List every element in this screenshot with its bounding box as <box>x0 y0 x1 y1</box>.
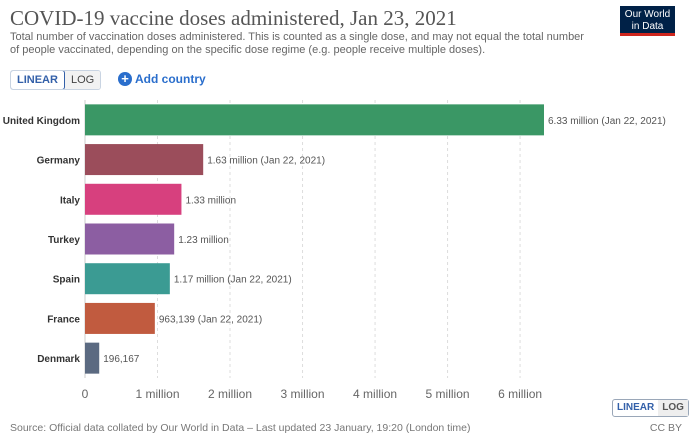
bar <box>85 223 175 255</box>
add-country-label: Add country <box>135 72 206 86</box>
subtitle-line-2: of people vaccinated, depending on the s… <box>10 44 486 56</box>
mini-linear-button[interactable]: LINEAR <box>617 402 655 413</box>
bar <box>85 342 100 374</box>
category-label: Denmark <box>37 354 80 365</box>
category-label: United Kingdom <box>3 116 80 127</box>
x-tick-label: 2 million <box>208 387 252 401</box>
bar <box>85 183 182 215</box>
scale-toggle: LINEAR LOG <box>10 70 102 90</box>
value-label: 1.33 million <box>185 195 236 206</box>
value-label: 6.33 million (Jan 22, 2021) <box>548 116 666 127</box>
logo-accent-bar <box>620 33 675 36</box>
value-label: 1.17 million (Jan 22, 2021) <box>174 275 292 286</box>
category-label: Spain <box>53 275 80 286</box>
logo-line-2: in Data <box>631 21 664 32</box>
category-label: France <box>47 314 80 325</box>
value-label: 963,139 (Jan 22, 2021) <box>159 314 262 325</box>
bar <box>85 104 544 136</box>
add-country-button[interactable]: + Add country <box>118 71 206 87</box>
x-tick-label: 3 million <box>281 387 325 401</box>
plus-circle-icon: + <box>118 72 132 86</box>
x-tick-label: 5 million <box>426 387 470 401</box>
bar <box>85 302 155 334</box>
x-tick-label: 0 <box>82 387 89 401</box>
mini-scale-toggle: LINEAR LOG <box>612 399 689 417</box>
subtitle-line-1: Total number of vaccination doses admini… <box>10 31 584 43</box>
value-label: 1.23 million <box>178 235 229 246</box>
x-tick-label: 6 million <box>498 387 542 401</box>
chart-title: COVID-19 vaccine doses administered, Jan… <box>10 6 457 30</box>
source-note: Source: Official data collated by Our Wo… <box>10 422 471 434</box>
value-label: 1.63 million (Jan 22, 2021) <box>207 156 325 167</box>
bar <box>85 263 170 295</box>
category-label: Italy <box>60 195 80 206</box>
category-label: Germany <box>37 156 81 167</box>
owid-logo[interactable]: Our World in Data <box>620 6 675 36</box>
x-tick-label: 1 million <box>136 387 180 401</box>
value-label: 196,167 <box>103 354 140 365</box>
mini-log-button[interactable]: LOG <box>658 400 688 416</box>
logo-line-1: Our World <box>624 9 671 20</box>
log-scale-button[interactable]: LOG <box>64 71 101 89</box>
bar <box>85 144 204 176</box>
linear-scale-button[interactable]: LINEAR <box>11 71 65 89</box>
x-tick-label: 4 million <box>353 387 397 401</box>
category-label: Turkey <box>48 235 80 246</box>
chart-subtitle: Total number of vaccination doses admini… <box>10 31 610 57</box>
license-link[interactable]: CC BY <box>649 422 682 434</box>
